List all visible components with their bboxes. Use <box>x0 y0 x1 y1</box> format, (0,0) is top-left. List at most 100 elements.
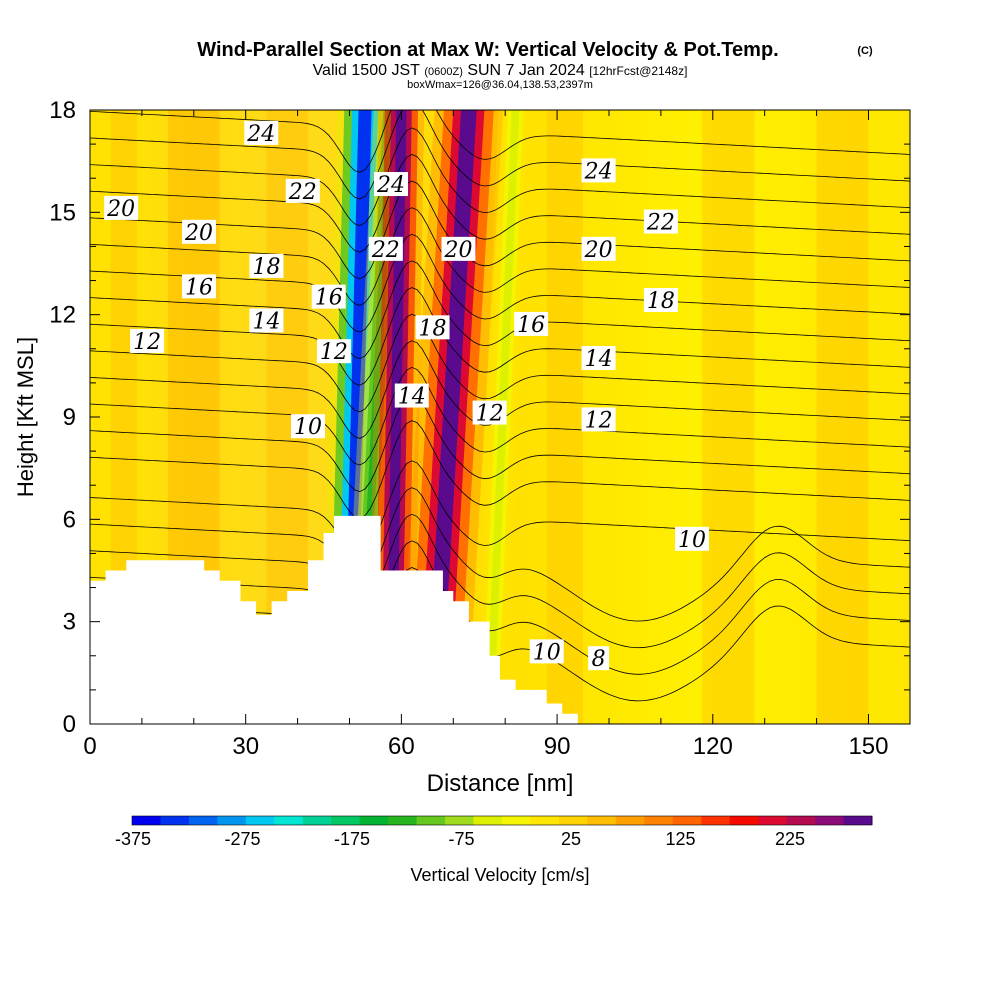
contour-label: 14 <box>581 346 616 372</box>
plot-area: 24 24 24 22 22 22 20 20 20 20 18 18 18 16 16 16 14 14 14 12… <box>90 110 910 724</box>
contour-label-bg <box>472 400 507 425</box>
isentrope-line <box>90 207 910 306</box>
colorbar-swatch <box>729 816 759 825</box>
contour-label-text: 20 <box>443 238 472 263</box>
contour-label: 10 <box>290 414 325 440</box>
colorbar-swatch <box>245 816 275 825</box>
contour-label-text: 18 <box>647 289 675 314</box>
colorbar-swatch <box>388 816 418 825</box>
contour-label-text: 12 <box>133 330 161 355</box>
colorbar-swatch <box>672 816 702 825</box>
contour-label: 10 <box>529 639 564 665</box>
colorbar-swatch <box>530 816 560 825</box>
velocity-patch <box>702 110 755 724</box>
x-tick-label: 60 <box>388 733 415 760</box>
contour-label: 14 <box>249 308 284 334</box>
colorbar-swatch <box>217 816 247 825</box>
contour-label-bg <box>374 172 409 197</box>
contour-label: 20 <box>104 195 139 222</box>
contour-label-text: 20 <box>184 221 213 246</box>
isentrope-line <box>90 110 910 200</box>
contour-label: 16 <box>514 311 549 338</box>
isentrope-line <box>90 513 910 649</box>
chart-subtitle-box: boxWmax=126@36.04,138.53,2397m <box>407 79 593 91</box>
x-axis: 0 30 60 90 120 150 <box>83 110 889 760</box>
contour-label: 18 <box>249 253 284 280</box>
contour-label: 12 <box>472 400 507 427</box>
x-tick-label: 0 <box>83 733 96 760</box>
contour-label-bg <box>249 308 284 333</box>
title-copyright-mark: (C) <box>857 45 873 57</box>
colorbar-tick-label: 225 <box>775 829 805 849</box>
isentrope-line <box>90 487 910 622</box>
x-tick-label: 120 <box>693 733 733 760</box>
isentrope-line <box>90 233 910 333</box>
contour-label-bg <box>588 646 610 671</box>
contour-label-text: 14 <box>398 385 426 410</box>
isentrope-line <box>90 110 910 173</box>
contour-label: 18 <box>643 288 678 314</box>
isentrope-line <box>90 154 910 253</box>
y-tick-label: 18 <box>49 97 76 124</box>
isentrope-line <box>90 260 910 360</box>
contour-label-text: 22 <box>288 180 317 205</box>
contour-label-bg <box>581 158 616 183</box>
isentrope-line <box>90 393 910 493</box>
contour-label-bg <box>368 236 403 261</box>
contour-label: 12 <box>581 407 616 433</box>
contour-label: 12 <box>316 339 351 365</box>
contour-label-text: 8 <box>592 647 606 672</box>
isentrope-line <box>90 366 910 466</box>
isentrope-line <box>90 460 910 559</box>
contour-label-text: 20 <box>106 197 135 222</box>
contour-label-bg <box>311 284 346 309</box>
contour-label: 10 <box>675 526 710 553</box>
subtitle-forecast: [12hrFcst@2148z] <box>589 64 687 78</box>
colorbar-swatch <box>160 816 190 825</box>
contour-label: 18 <box>415 315 450 341</box>
contour-label-bg <box>581 346 616 371</box>
y-tick-label: 6 <box>63 506 76 533</box>
contour-label: 22 <box>368 236 403 263</box>
colorbar-swatch <box>615 816 645 825</box>
contour-label-bg <box>181 219 216 244</box>
colorbar-swatch <box>302 816 332 825</box>
contour-label-bg <box>514 311 549 336</box>
colorbar-swatch <box>843 816 873 825</box>
pot-temp-labels: 24 24 24 22 22 22 20 20 20 20 18 18 18 16 16 16 14 14 14 12… <box>104 120 710 672</box>
y-tick-label: 0 <box>63 711 76 738</box>
contour-label: 16 <box>311 284 346 311</box>
colorbar-swatch <box>758 816 788 825</box>
contour-label: 8 <box>588 646 610 672</box>
contour-label-bg <box>249 253 284 278</box>
colorbar-tick-label: 125 <box>665 829 695 849</box>
colorbar-tick-label: -75 <box>448 829 474 849</box>
contour-label-text: 16 <box>315 286 343 311</box>
chart-subtitle: Valid 1500 JST (0600Z) SUN 7 Jan 2024 [1… <box>313 62 688 79</box>
contour-label: 20 <box>581 236 616 263</box>
colorbar: -375 -275 -175 -75 25 125 225 <box>115 815 873 849</box>
velocity-patch <box>546 110 584 724</box>
contour-label-bg <box>581 407 616 432</box>
colorbar-swatch <box>587 816 617 825</box>
contour-label-text: 10 <box>678 528 706 553</box>
contour-label-text: 18 <box>252 255 280 280</box>
colorbar-swatch <box>701 816 731 825</box>
colorbar-swatch <box>188 816 218 825</box>
colorbar-swatch <box>274 816 304 825</box>
colorbar-swatch <box>815 816 845 825</box>
contour-label-text: 12 <box>585 408 613 433</box>
subtitle-date: SUN 7 Jan 2024 <box>467 62 585 79</box>
colorbar-swatch <box>473 816 503 825</box>
colorbar-swatch <box>502 816 531 825</box>
x-tick-label: 90 <box>544 733 571 760</box>
contour-label: 24 <box>244 120 279 147</box>
contour-label-text: 22 <box>646 211 675 236</box>
colorbar-tick-label: 25 <box>561 829 581 849</box>
contour-label: 20 <box>441 236 476 263</box>
contour-label: 20 <box>181 219 216 246</box>
contour-label-bg <box>415 315 450 340</box>
contour-label-bg <box>675 526 710 551</box>
x-tick-label: 150 <box>848 733 888 760</box>
